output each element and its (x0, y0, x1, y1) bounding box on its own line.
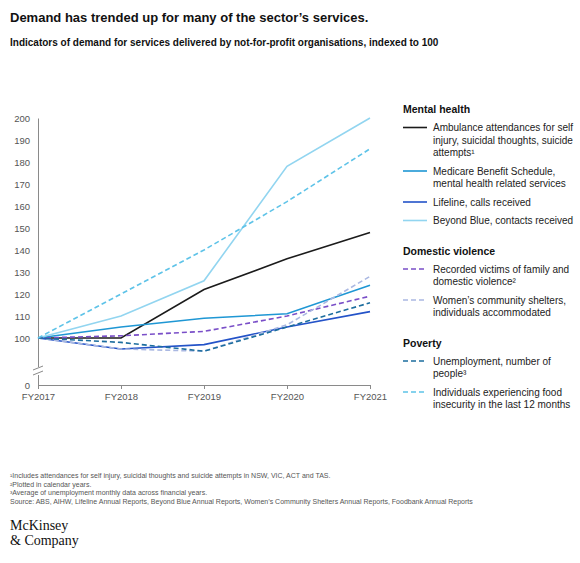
x-tick: FY2019 (188, 385, 221, 402)
series-line (38, 296, 370, 338)
y-tick-label: 160 (14, 201, 30, 212)
x-tick-label: FY2018 (105, 391, 138, 402)
series-line (38, 276, 370, 351)
y-tick-label: 150 (14, 223, 30, 234)
legend-swatch (403, 127, 427, 129)
series-line (38, 149, 370, 338)
x-tick: FY2017 (22, 385, 55, 402)
y-tick-label: 0 (25, 380, 30, 391)
x-tick-label: FY2020 (271, 391, 304, 402)
footnote: ²Plotted in calendar years. (10, 481, 91, 489)
chart: Demand has trended up for many of the se… (0, 0, 580, 563)
legend-group: Domestic violence (403, 245, 495, 257)
y-tick-label: 120 (14, 289, 30, 300)
footnote: ¹Includes attendances for self injury, s… (10, 472, 331, 480)
series-line (38, 232, 370, 338)
y-tick: 150 (14, 223, 38, 234)
x-tick-mark (38, 385, 39, 389)
legend-swatch (403, 201, 427, 203)
legend-label: Ambulance attendances for selfinjury, su… (433, 122, 573, 158)
y-tick-label: 100 (14, 333, 30, 344)
x-tick-label: FY2019 (188, 391, 221, 402)
x-tick-mark (287, 385, 288, 389)
y-tick-label: 140 (14, 245, 30, 256)
y-tick: 140 (14, 245, 38, 256)
series-line (38, 303, 370, 351)
y-tick: 190 (14, 135, 38, 146)
axis-break-mark (33, 366, 43, 370)
brand: McKinsey (10, 518, 68, 533)
legend-group: Mental health (403, 103, 470, 115)
y-tick-label: 170 (14, 179, 30, 190)
y-tick: 200 (14, 113, 38, 124)
legend-label: Individuals experiencing foodinsecurity … (433, 387, 570, 411)
y-tick: 100 (14, 333, 38, 344)
y-axis-line (38, 119, 39, 386)
subtitle: Indicators of demand for services delive… (10, 37, 439, 48)
legend-group: Poverty (403, 337, 442, 349)
x-tick-mark (204, 385, 205, 389)
y-tick-label: 190 (14, 135, 30, 146)
x-tick: FY2018 (105, 385, 138, 402)
legend-swatch (403, 268, 427, 270)
series-line (38, 312, 370, 349)
y-tick-label: 200 (14, 113, 30, 124)
y-tick: 160 (14, 201, 38, 212)
axis-break-gap (33, 367, 43, 375)
title: Demand has trended up for many of the se… (10, 10, 368, 25)
y-tick: 130 (14, 267, 38, 278)
legend: Mental health Ambulance attendances for s… (403, 103, 573, 410)
legend-swatch (403, 360, 427, 362)
legend-label: Women’s community shelters,individuals a… (433, 295, 566, 319)
footnote: ³Average of unemployment monthly data ac… (10, 489, 207, 497)
y-tick-label: 180 (14, 157, 30, 168)
legend-label: Unemployment, number ofpeople³ (433, 356, 551, 380)
legend-label: Recorded victims of family anddomestic v… (433, 264, 569, 288)
x-axis-line (39, 386, 371, 390)
legend-swatch (403, 220, 427, 222)
x-tick-mark (370, 385, 371, 389)
y-axis: 0 100 110 120 130 140 150 160 170 180 190 200 (14, 113, 38, 391)
x-axis: FY2017 FY2018 FY2019 FY2020 FY2021 (22, 385, 387, 402)
source: Source: ABS, AIHW, Lifeline Annual Repor… (10, 498, 473, 506)
y-tick: 110 (15, 311, 38, 322)
y-tick: 120 (14, 289, 38, 300)
legend-swatch (403, 391, 427, 393)
brand: & Company (10, 533, 79, 548)
x-tick-mark (121, 385, 122, 389)
legend-label: Beyond Blue, contacts received (433, 215, 573, 226)
x-tick: FY2020 (271, 385, 304, 402)
legend-swatch (403, 170, 427, 172)
plot-area (38, 118, 370, 351)
y-tick-label: 110 (15, 311, 30, 322)
x-tick-label: FY2021 (354, 391, 387, 402)
y-tick: 180 (14, 157, 38, 168)
x-tick: FY2021 (354, 385, 387, 402)
legend-swatch (403, 299, 427, 301)
y-tick: 0 (25, 380, 38, 391)
legend-label: Medicare Benefit Schedule,mental health … (433, 166, 566, 190)
y-tick-label: 130 (14, 267, 30, 278)
y-tick: 170 (14, 179, 38, 190)
x-tick-label: FY2017 (22, 391, 55, 402)
legend-label: Lifeline, calls received (433, 197, 531, 208)
axis-break-mark (33, 371, 43, 375)
